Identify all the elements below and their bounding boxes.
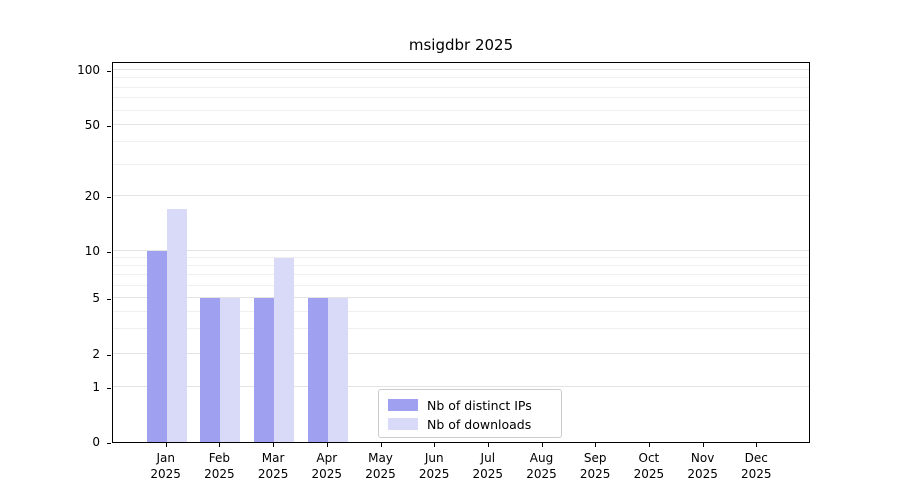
legend: Nb of distinct IPs Nb of downloads xyxy=(378,389,562,438)
x-tick-mark xyxy=(219,443,221,447)
gridline xyxy=(113,386,809,387)
bar-mar-distinct-ips xyxy=(254,298,275,442)
x-tick-mark xyxy=(434,443,436,447)
gridline xyxy=(113,69,809,70)
plot-area xyxy=(112,62,810,443)
x-tick-label: Aug 2025 xyxy=(526,451,557,481)
gridline xyxy=(113,124,809,125)
y-tick-label: 1 xyxy=(92,380,100,394)
bar-feb-distinct-ips xyxy=(200,298,221,442)
y-tick-label: 5 xyxy=(92,291,100,305)
gridline xyxy=(113,297,809,298)
x-tick-label: Dec 2025 xyxy=(741,451,772,481)
x-tick-label: Sep 2025 xyxy=(579,451,611,481)
x-tick-mark xyxy=(273,443,275,447)
y-tick-label: 20 xyxy=(84,189,100,203)
minor-gridline xyxy=(113,257,809,259)
y-tick-label: 100 xyxy=(77,63,100,77)
y-tick-label: 0 xyxy=(92,435,100,449)
x-tick-mark xyxy=(380,443,382,447)
bar-mar-downloads xyxy=(274,258,295,442)
y-tick-mark xyxy=(107,252,111,253)
y-tick-mark xyxy=(107,71,111,72)
x-tick-mark xyxy=(541,443,543,447)
x-tick-mark xyxy=(165,443,167,447)
gridline xyxy=(113,195,809,196)
minor-gridline xyxy=(113,310,809,312)
y-tick-mark xyxy=(107,443,111,444)
legend-item-downloads: Nb of downloads xyxy=(388,416,552,432)
chart-title: msigdbr 2025 xyxy=(408,36,514,54)
x-tick-label: Apr 2025 xyxy=(311,451,343,481)
x-tick-mark xyxy=(326,443,328,447)
legend-swatch-distinct-ips xyxy=(388,399,418,411)
gridline xyxy=(113,250,809,251)
y-tick-mark xyxy=(107,355,111,356)
x-tick-label: Jun 2025 xyxy=(418,451,450,481)
x-tick-mark xyxy=(595,443,597,447)
x-tick-label: Jan 2025 xyxy=(150,451,181,481)
minor-gridline xyxy=(113,86,809,88)
x-tick-mark xyxy=(487,443,489,447)
x-tick-label: May 2025 xyxy=(365,451,396,481)
minor-gridline xyxy=(113,284,809,286)
minor-gridline xyxy=(113,265,809,267)
legend-label-distinct-ips: Nb of distinct IPs xyxy=(427,397,532,413)
bar-jan-distinct-ips xyxy=(146,251,167,442)
minor-gridline xyxy=(113,274,809,276)
x-tick-label: Oct 2025 xyxy=(633,451,665,481)
bar-apr-distinct-ips xyxy=(307,298,328,442)
x-tick-mark xyxy=(756,443,758,447)
x-tick-label: Feb 2025 xyxy=(204,451,235,481)
x-tick-label: Mar 2025 xyxy=(257,451,289,481)
minor-gridline xyxy=(113,163,809,165)
bar-feb-downloads xyxy=(220,298,241,442)
minor-gridline xyxy=(113,141,809,143)
gridline xyxy=(113,353,809,354)
legend-label-downloads: Nb of downloads xyxy=(427,416,532,432)
y-tick-label: 10 xyxy=(84,244,100,258)
y-tick-mark xyxy=(107,299,111,300)
x-tick-mark xyxy=(702,443,704,447)
y-tick-mark xyxy=(107,126,111,127)
y-tick-mark xyxy=(107,197,111,198)
x-tick-label: Jul 2025 xyxy=(472,451,504,481)
x-tick-label: Nov 2025 xyxy=(687,451,718,481)
minor-gridline xyxy=(113,97,809,99)
legend-swatch-downloads xyxy=(388,418,418,430)
minor-gridline xyxy=(113,109,809,111)
y-tick-mark xyxy=(107,388,111,389)
y-tick-label: 50 xyxy=(84,118,100,132)
minor-gridline xyxy=(113,328,809,330)
x-tick-mark xyxy=(648,443,650,447)
y-tick-label: 2 xyxy=(92,347,100,361)
minor-gridline xyxy=(113,77,809,79)
legend-item-distinct-ips: Nb of distinct IPs xyxy=(388,397,552,413)
bar-jan-downloads xyxy=(166,208,187,442)
bar-apr-downloads xyxy=(327,298,348,442)
